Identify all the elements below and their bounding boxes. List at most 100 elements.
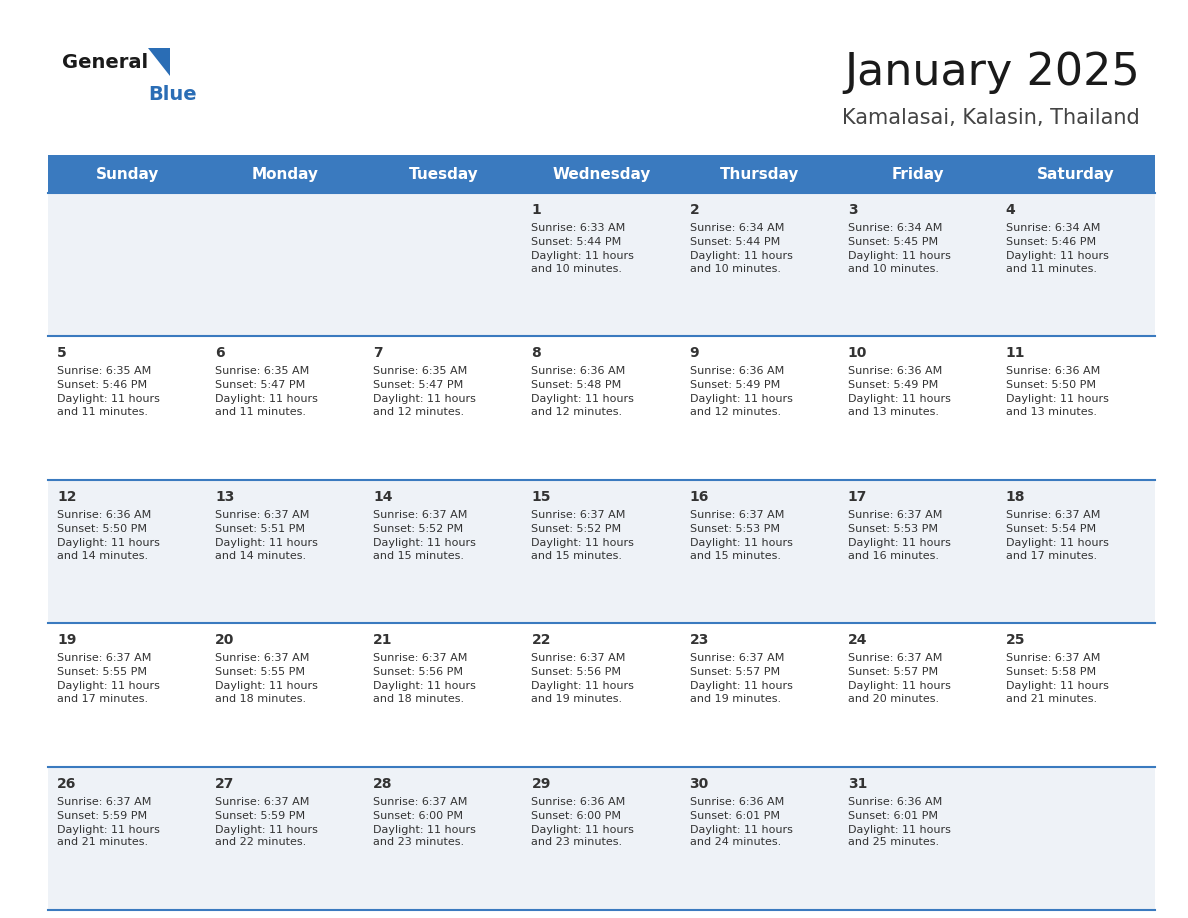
Text: 22: 22 [531, 633, 551, 647]
Text: 18: 18 [1006, 490, 1025, 504]
Text: Sunset: 5:49 PM: Sunset: 5:49 PM [848, 380, 939, 390]
Text: 30: 30 [689, 777, 709, 790]
Text: 12: 12 [57, 490, 76, 504]
Text: Sunrise: 6:34 AM: Sunrise: 6:34 AM [1006, 223, 1100, 233]
Text: Daylight: 11 hours
and 25 minutes.: Daylight: 11 hours and 25 minutes. [848, 824, 950, 847]
Text: Sunrise: 6:37 AM: Sunrise: 6:37 AM [373, 797, 468, 807]
Text: 20: 20 [215, 633, 234, 647]
Text: Sunday: Sunday [95, 166, 159, 182]
Text: Sunrise: 6:36 AM: Sunrise: 6:36 AM [531, 797, 626, 807]
Text: Blue: Blue [148, 85, 197, 105]
Text: 4: 4 [1006, 203, 1016, 217]
Text: Monday: Monday [252, 166, 318, 182]
Text: 3: 3 [848, 203, 858, 217]
Text: Sunset: 5:55 PM: Sunset: 5:55 PM [57, 667, 147, 677]
Text: Sunrise: 6:36 AM: Sunrise: 6:36 AM [689, 797, 784, 807]
Text: Daylight: 11 hours
and 14 minutes.: Daylight: 11 hours and 14 minutes. [57, 538, 160, 561]
Text: Sunset: 5:57 PM: Sunset: 5:57 PM [848, 667, 937, 677]
Text: 28: 28 [373, 777, 393, 790]
Text: Sunset: 5:56 PM: Sunset: 5:56 PM [373, 667, 463, 677]
Text: Sunset: 5:53 PM: Sunset: 5:53 PM [848, 524, 937, 533]
Text: Sunset: 6:01 PM: Sunset: 6:01 PM [689, 811, 779, 821]
Text: 7: 7 [373, 346, 383, 361]
Text: Sunset: 5:46 PM: Sunset: 5:46 PM [57, 380, 147, 390]
Text: Sunrise: 6:37 AM: Sunrise: 6:37 AM [531, 654, 626, 663]
Text: Sunrise: 6:37 AM: Sunrise: 6:37 AM [373, 654, 468, 663]
Text: Sunset: 5:50 PM: Sunset: 5:50 PM [57, 524, 147, 533]
Text: Daylight: 11 hours
and 11 minutes.: Daylight: 11 hours and 11 minutes. [57, 395, 160, 417]
Text: Sunset: 5:52 PM: Sunset: 5:52 PM [373, 524, 463, 533]
Text: General: General [62, 52, 148, 72]
Bar [48, 193, 1155, 336]
Text: Sunrise: 6:33 AM: Sunrise: 6:33 AM [531, 223, 626, 233]
Text: Sunset: 5:56 PM: Sunset: 5:56 PM [531, 667, 621, 677]
Text: 23: 23 [689, 633, 709, 647]
Text: Sunrise: 6:37 AM: Sunrise: 6:37 AM [1006, 509, 1100, 520]
Text: Daylight: 11 hours
and 16 minutes.: Daylight: 11 hours and 16 minutes. [848, 538, 950, 561]
Text: 31: 31 [848, 777, 867, 790]
Text: 15: 15 [531, 490, 551, 504]
Text: Sunset: 5:50 PM: Sunset: 5:50 PM [1006, 380, 1095, 390]
Bar [48, 336, 1155, 480]
Text: Daylight: 11 hours
and 24 minutes.: Daylight: 11 hours and 24 minutes. [689, 824, 792, 847]
Text: Sunrise: 6:36 AM: Sunrise: 6:36 AM [848, 366, 942, 376]
Text: Daylight: 11 hours
and 21 minutes.: Daylight: 11 hours and 21 minutes. [57, 824, 160, 847]
Text: 8: 8 [531, 346, 542, 361]
Text: Daylight: 11 hours
and 21 minutes.: Daylight: 11 hours and 21 minutes. [1006, 681, 1108, 704]
Text: Friday: Friday [891, 166, 944, 182]
Bar [48, 155, 1155, 193]
Text: Daylight: 11 hours
and 17 minutes.: Daylight: 11 hours and 17 minutes. [57, 681, 160, 704]
Text: 6: 6 [215, 346, 225, 361]
Text: 29: 29 [531, 777, 551, 790]
Bar [48, 767, 1155, 910]
Text: Sunset: 5:48 PM: Sunset: 5:48 PM [531, 380, 621, 390]
Text: Daylight: 11 hours
and 10 minutes.: Daylight: 11 hours and 10 minutes. [531, 251, 634, 274]
Text: Daylight: 11 hours
and 13 minutes.: Daylight: 11 hours and 13 minutes. [848, 395, 950, 417]
Text: Sunset: 5:59 PM: Sunset: 5:59 PM [57, 811, 147, 821]
Text: Sunrise: 6:37 AM: Sunrise: 6:37 AM [57, 654, 151, 663]
Text: Daylight: 11 hours
and 10 minutes.: Daylight: 11 hours and 10 minutes. [689, 251, 792, 274]
Text: Thursday: Thursday [720, 166, 800, 182]
Text: 26: 26 [57, 777, 76, 790]
Text: 21: 21 [373, 633, 393, 647]
Text: Sunset: 5:47 PM: Sunset: 5:47 PM [215, 380, 305, 390]
Text: Sunrise: 6:35 AM: Sunrise: 6:35 AM [215, 366, 309, 376]
Text: Daylight: 11 hours
and 12 minutes.: Daylight: 11 hours and 12 minutes. [373, 395, 476, 417]
Text: 1: 1 [531, 203, 542, 217]
Text: Sunset: 5:55 PM: Sunset: 5:55 PM [215, 667, 305, 677]
Text: Sunset: 5:49 PM: Sunset: 5:49 PM [689, 380, 779, 390]
Text: Sunrise: 6:37 AM: Sunrise: 6:37 AM [531, 509, 626, 520]
Text: Sunset: 6:01 PM: Sunset: 6:01 PM [848, 811, 937, 821]
Text: 13: 13 [215, 490, 234, 504]
Text: 11: 11 [1006, 346, 1025, 361]
Text: Sunset: 6:00 PM: Sunset: 6:00 PM [531, 811, 621, 821]
Bar [48, 480, 1155, 623]
Text: Sunrise: 6:35 AM: Sunrise: 6:35 AM [373, 366, 468, 376]
Text: Daylight: 11 hours
and 15 minutes.: Daylight: 11 hours and 15 minutes. [373, 538, 476, 561]
Text: Sunrise: 6:37 AM: Sunrise: 6:37 AM [848, 509, 942, 520]
Text: Daylight: 11 hours
and 18 minutes.: Daylight: 11 hours and 18 minutes. [373, 681, 476, 704]
Text: Sunrise: 6:34 AM: Sunrise: 6:34 AM [689, 223, 784, 233]
Text: 5: 5 [57, 346, 67, 361]
Text: 19: 19 [57, 633, 76, 647]
Text: Daylight: 11 hours
and 15 minutes.: Daylight: 11 hours and 15 minutes. [689, 538, 792, 561]
Text: Sunrise: 6:36 AM: Sunrise: 6:36 AM [531, 366, 626, 376]
Text: 24: 24 [848, 633, 867, 647]
Text: Sunset: 5:54 PM: Sunset: 5:54 PM [1006, 524, 1097, 533]
Text: Sunrise: 6:35 AM: Sunrise: 6:35 AM [57, 366, 151, 376]
Text: Sunset: 5:52 PM: Sunset: 5:52 PM [531, 524, 621, 533]
Text: Sunset: 5:57 PM: Sunset: 5:57 PM [689, 667, 779, 677]
Text: Sunset: 5:59 PM: Sunset: 5:59 PM [215, 811, 305, 821]
Text: Sunrise: 6:34 AM: Sunrise: 6:34 AM [848, 223, 942, 233]
Text: Sunrise: 6:37 AM: Sunrise: 6:37 AM [373, 509, 468, 520]
Text: Sunset: 6:00 PM: Sunset: 6:00 PM [373, 811, 463, 821]
Text: Tuesday: Tuesday [409, 166, 479, 182]
Text: 16: 16 [689, 490, 709, 504]
Text: Wednesday: Wednesday [552, 166, 651, 182]
Text: Daylight: 11 hours
and 23 minutes.: Daylight: 11 hours and 23 minutes. [531, 824, 634, 847]
Text: Sunrise: 6:37 AM: Sunrise: 6:37 AM [215, 509, 310, 520]
Text: 10: 10 [848, 346, 867, 361]
Text: Daylight: 11 hours
and 18 minutes.: Daylight: 11 hours and 18 minutes. [215, 681, 318, 704]
Text: Daylight: 11 hours
and 17 minutes.: Daylight: 11 hours and 17 minutes. [1006, 538, 1108, 561]
Text: 25: 25 [1006, 633, 1025, 647]
